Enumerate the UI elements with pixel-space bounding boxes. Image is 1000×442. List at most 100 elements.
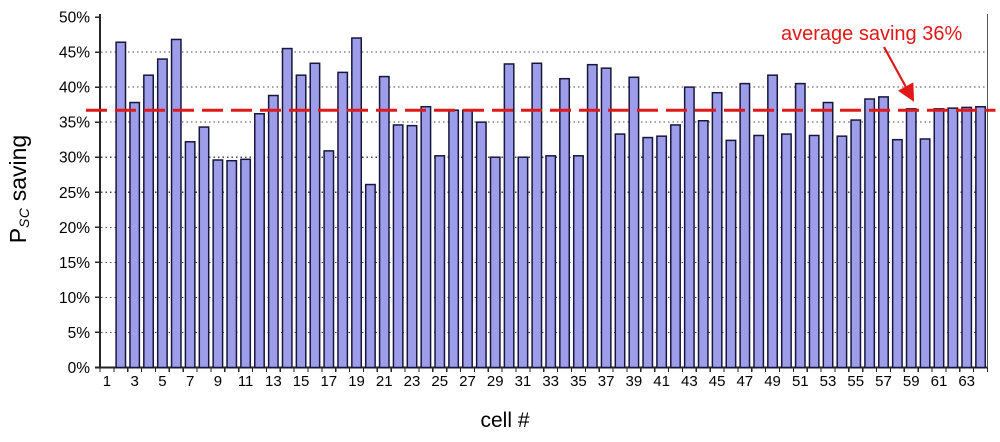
bar bbox=[864, 98, 876, 369]
y-tick-label: 40% bbox=[59, 80, 90, 97]
bar bbox=[420, 105, 432, 369]
x-tick-label: 1 bbox=[103, 373, 111, 390]
x-axis-title: cell # bbox=[480, 409, 530, 432]
x-tick-label: 31 bbox=[515, 373, 532, 390]
bar bbox=[600, 67, 612, 369]
x-tick-label: 21 bbox=[376, 373, 393, 390]
bar bbox=[198, 126, 210, 369]
y-tick-label: 0% bbox=[68, 360, 91, 377]
bar bbox=[670, 124, 681, 369]
bar bbox=[448, 109, 460, 369]
bar bbox=[309, 62, 321, 369]
bar bbox=[642, 136, 654, 369]
x-tick-label: 39 bbox=[626, 373, 643, 390]
bar bbox=[323, 150, 335, 369]
y-tick-label: 15% bbox=[59, 255, 90, 272]
y-axis-title: PSC saving bbox=[5, 39, 39, 339]
average-annotation-label: average saving 36% bbox=[781, 23, 963, 45]
bar bbox=[614, 133, 626, 369]
x-tick-label: 17 bbox=[320, 373, 337, 390]
x-tick-label: 53 bbox=[820, 373, 837, 390]
x-tick-label: 61 bbox=[931, 373, 948, 390]
x-tick-label: 25 bbox=[431, 373, 448, 390]
x-tick-label: 3 bbox=[130, 373, 138, 390]
bar bbox=[475, 121, 487, 369]
bar bbox=[462, 109, 473, 369]
bar bbox=[975, 105, 987, 369]
bar bbox=[905, 108, 917, 369]
bar bbox=[656, 135, 668, 369]
bar bbox=[531, 62, 543, 369]
x-tick-label: 23 bbox=[404, 373, 421, 390]
x-tick-label: 33 bbox=[542, 373, 559, 390]
bar bbox=[337, 71, 349, 369]
x-tick-label: 55 bbox=[847, 373, 864, 390]
x-tick-label: 29 bbox=[487, 373, 504, 390]
y-axis-title-prefix: P bbox=[5, 227, 31, 244]
bar bbox=[392, 124, 404, 369]
bar bbox=[503, 63, 515, 369]
bar bbox=[351, 37, 363, 369]
bar bbox=[295, 74, 307, 369]
x-tick-label: 51 bbox=[792, 373, 809, 390]
bar bbox=[281, 47, 293, 369]
bar bbox=[822, 101, 834, 369]
bar bbox=[406, 124, 418, 369]
bar bbox=[891, 138, 903, 369]
y-tick-label: 35% bbox=[59, 115, 90, 132]
y-axis-title-subscript: SC bbox=[17, 207, 33, 228]
bar bbox=[836, 135, 848, 369]
y-tick-label: 20% bbox=[59, 220, 90, 237]
bar bbox=[517, 156, 529, 369]
bar bbox=[378, 75, 390, 369]
bar bbox=[767, 74, 779, 369]
bar bbox=[559, 77, 571, 369]
x-tick-label: 47 bbox=[736, 373, 753, 390]
x-tick-label: 59 bbox=[903, 373, 920, 390]
bar bbox=[184, 141, 196, 369]
bar bbox=[364, 183, 376, 369]
x-tick-label: 11 bbox=[238, 373, 254, 390]
x-tick-label: 19 bbox=[348, 373, 365, 390]
bar bbox=[156, 58, 168, 369]
x-tick-label: 27 bbox=[459, 373, 476, 390]
x-tick-label: 49 bbox=[764, 373, 781, 390]
bar bbox=[878, 96, 889, 369]
bar bbox=[267, 94, 279, 369]
bar bbox=[212, 159, 224, 369]
bar bbox=[434, 155, 446, 369]
bar bbox=[711, 91, 723, 369]
bar bbox=[780, 133, 792, 369]
bar bbox=[572, 155, 584, 369]
bar bbox=[129, 101, 141, 369]
x-tick-label: 5 bbox=[158, 373, 166, 390]
y-tick-label: 10% bbox=[59, 290, 90, 307]
bar bbox=[240, 158, 252, 369]
x-tick-label: 43 bbox=[681, 373, 698, 390]
y-tick-label: 50% bbox=[59, 10, 90, 27]
bar bbox=[586, 63, 598, 369]
x-tick-label: 9 bbox=[214, 373, 222, 390]
bar bbox=[933, 108, 945, 369]
x-tick-label: 13 bbox=[265, 373, 282, 390]
y-tick-label: 30% bbox=[59, 150, 90, 167]
bar bbox=[628, 76, 640, 369]
x-tick-label: 37 bbox=[598, 373, 615, 390]
tick-labels: 0%5%10%15%20%25%30%35%40%45%50%1 3 5 7 9 11 13… bbox=[59, 10, 975, 391]
x-tick-label: 41 bbox=[653, 373, 670, 390]
bar bbox=[545, 155, 557, 369]
bar bbox=[170, 38, 182, 369]
x-tick-label: 45 bbox=[709, 373, 726, 390]
bar bbox=[489, 156, 501, 369]
x-tick-label: 7 bbox=[186, 373, 194, 390]
y-tick-label: 45% bbox=[59, 45, 90, 62]
bar bbox=[725, 139, 737, 369]
bar bbox=[226, 159, 238, 369]
bar bbox=[919, 138, 931, 369]
x-tick-label: 57 bbox=[875, 373, 892, 390]
bar bbox=[697, 120, 709, 369]
y-axis-title-rest: saving bbox=[5, 134, 31, 208]
bar bbox=[683, 86, 695, 369]
